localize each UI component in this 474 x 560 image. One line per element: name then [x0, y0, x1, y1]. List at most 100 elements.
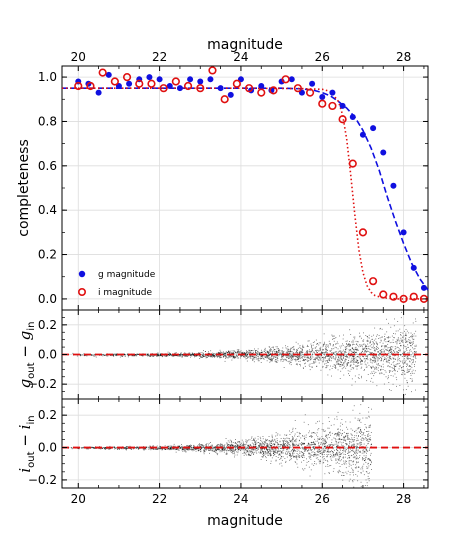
- g-residual-point: [345, 358, 346, 360]
- i-residual-point: [323, 448, 325, 449]
- g-residual-point: [378, 335, 380, 336]
- g-residual-point: [411, 378, 413, 380]
- i-residual-point: [349, 443, 350, 445]
- i-residual-point: [370, 432, 372, 433]
- i-residual-point: [344, 439, 346, 441]
- g-residual-point: [190, 356, 191, 358]
- i-residual-point: [336, 418, 338, 420]
- i-residual-point: [367, 473, 369, 474]
- g-residual-point: [295, 356, 297, 357]
- i-residual-point: [214, 446, 216, 448]
- g-residual-point: [200, 352, 202, 353]
- i-residual-point: [268, 446, 269, 448]
- g-residual-point: [269, 354, 271, 356]
- i-residual-point: [321, 438, 322, 440]
- g-residual-point: [201, 354, 203, 356]
- g-residual-point: [384, 359, 386, 360]
- i-residual-point: [228, 441, 230, 443]
- g-residual-point: [309, 366, 311, 367]
- i-residual-point: [279, 440, 281, 442]
- i-residual-point: [358, 435, 359, 437]
- i-residual-point: [351, 450, 352, 452]
- i-residual-point: [333, 454, 335, 455]
- i-residual-point: [338, 435, 339, 437]
- g-residual-point: [306, 356, 308, 358]
- g-residual-point: [389, 342, 391, 344]
- i-residual-point: [317, 450, 319, 452]
- g-residual-point: [332, 356, 334, 357]
- i-residual-point: [253, 443, 255, 445]
- g-residual-point: [158, 354, 160, 356]
- g-residual-point: [91, 354, 93, 356]
- i-residual-point: [355, 453, 357, 455]
- i-residual-point: [247, 448, 249, 450]
- i-residual-point: [213, 451, 215, 452]
- g-residual-point: [391, 341, 393, 343]
- i-residual-point: [204, 449, 206, 451]
- g-residual-point: [331, 368, 333, 369]
- g-residual-point: [326, 366, 328, 368]
- i-residual-point: [188, 448, 190, 450]
- i-residual-point: [362, 434, 364, 436]
- i-residual-point: [282, 452, 284, 454]
- i-residual-point: [282, 440, 284, 442]
- i-residual-point: [156, 448, 157, 450]
- g-residual-point: [309, 351, 310, 353]
- g-residual-point: [285, 355, 287, 357]
- g-residual-point: [373, 356, 375, 358]
- i-residual-point: [232, 448, 234, 450]
- g-residual-point: [384, 345, 386, 347]
- i-residual-point: [367, 434, 369, 436]
- g-residual-point: [294, 359, 296, 361]
- i-residual-point: [342, 475, 344, 476]
- g-residual-point: [245, 355, 246, 357]
- g-residual-point: [355, 365, 356, 367]
- i-residual-point: [356, 450, 358, 452]
- i-residual-point: [319, 439, 320, 440]
- i-residual-point: [249, 454, 251, 456]
- g-residual-point: [343, 357, 344, 358]
- g-residual-point: [259, 354, 261, 356]
- i-residual-point: [295, 428, 297, 430]
- g-residual-point: [360, 345, 361, 347]
- i-residual-point: [294, 445, 296, 446]
- i-residual-point: [291, 455, 293, 457]
- g-residual-point: [367, 374, 369, 375]
- g-residual-point: [383, 340, 385, 342]
- g-residual-point: [405, 339, 407, 341]
- i-residual-point: [148, 448, 150, 450]
- i-residual-point: [187, 445, 188, 447]
- i-residual-point: [326, 451, 328, 453]
- g-residual-point: [415, 352, 417, 354]
- g-residual-point: [156, 355, 158, 357]
- g-residual-point: [379, 337, 381, 339]
- g-residual-point: [271, 359, 273, 361]
- i-residual-point: [157, 448, 159, 450]
- i-residual-point: [346, 449, 347, 451]
- g-residual-point: [288, 351, 290, 352]
- g-residual-point: [360, 362, 361, 364]
- g-residual-point: [186, 355, 187, 357]
- g-residual-point: [300, 355, 302, 357]
- i-residual-point: [298, 445, 300, 446]
- i-residual-point: [322, 438, 324, 440]
- i-residual-point: [231, 448, 233, 450]
- g-residual-point: [350, 344, 351, 346]
- i-residual-point: [324, 450, 326, 452]
- g-residual-point: [192, 353, 194, 355]
- g-residual-point: [360, 358, 361, 360]
- i-residual-point: [93, 447, 95, 448]
- g-residual-point: [301, 348, 303, 350]
- i-residual-point: [275, 456, 277, 457]
- g-residual-point: [393, 337, 395, 339]
- g-residual-point: [213, 353, 215, 354]
- i-residual-point: [83, 446, 85, 448]
- g-residual-point: [332, 339, 334, 340]
- i-residual-point: [352, 481, 354, 483]
- g-residual-point: [351, 378, 353, 380]
- i-residual-point: [314, 449, 315, 451]
- g-residual-point: [121, 355, 123, 357]
- i-residual-point: [293, 444, 295, 445]
- g-residual-point: [309, 369, 311, 371]
- i-residual-point: [321, 452, 323, 454]
